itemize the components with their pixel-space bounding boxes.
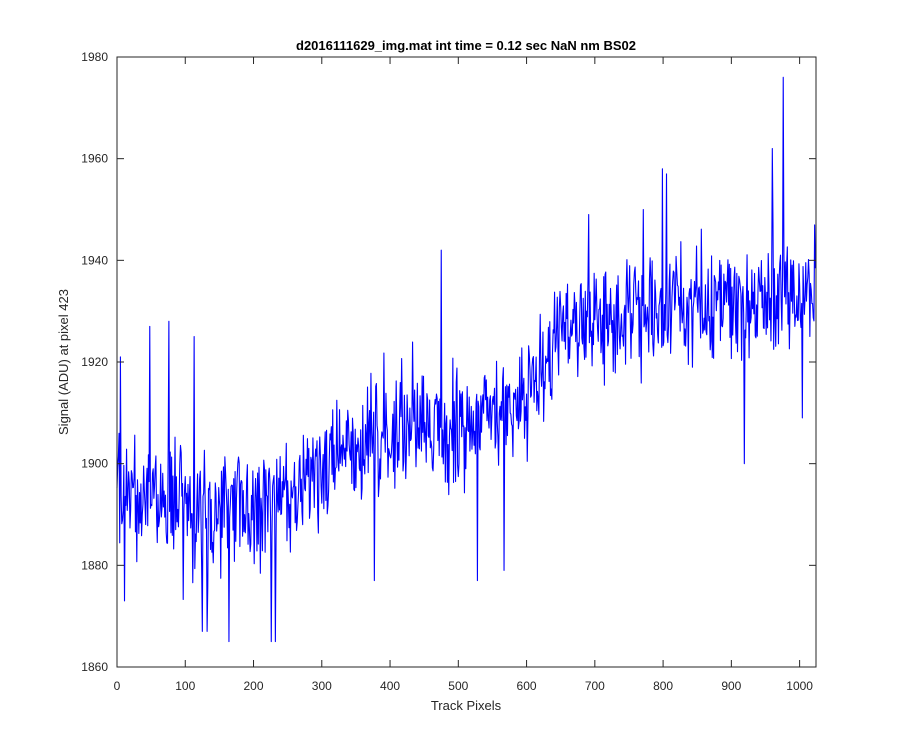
x-axis-label: Track Pixels bbox=[431, 698, 502, 713]
y-axis: 1860 1880 1900 1920 1940 1960 1980 bbox=[81, 50, 816, 674]
y-tick-label: 1920 bbox=[81, 355, 108, 369]
series-line-signal bbox=[116, 76, 816, 643]
chart-title: d2016111629_img.mat int time = 0.12 sec … bbox=[296, 38, 636, 53]
series-layer bbox=[116, 76, 816, 643]
y-tick-label: 1900 bbox=[81, 457, 108, 471]
y-tick-label: 1880 bbox=[81, 558, 108, 572]
x-tick-label: 600 bbox=[517, 679, 537, 693]
x-tick-label: 800 bbox=[653, 679, 673, 693]
y-tick-label: 1980 bbox=[81, 50, 108, 64]
x-tick-label: 1000 bbox=[786, 679, 813, 693]
x-tick-label: 300 bbox=[312, 679, 332, 693]
x-tick-label: 700 bbox=[585, 679, 605, 693]
y-tick-label: 1860 bbox=[81, 660, 108, 674]
x-tick-label: 400 bbox=[380, 679, 400, 693]
x-tick-label: 0 bbox=[114, 679, 121, 693]
plot-area bbox=[117, 57, 816, 667]
x-axis: 0 100 200 300 400 500 600 700 800 900 1000 bbox=[114, 57, 813, 693]
x-tick-label: 500 bbox=[448, 679, 468, 693]
x-tick-label: 900 bbox=[721, 679, 741, 693]
x-tick-label: 200 bbox=[244, 679, 264, 693]
y-tick-label: 1940 bbox=[81, 253, 108, 267]
y-axis-label: Signal (ADU) at pixel 423 bbox=[56, 289, 71, 435]
y-tick-label: 1960 bbox=[81, 152, 108, 166]
x-tick-label: 100 bbox=[175, 679, 195, 693]
